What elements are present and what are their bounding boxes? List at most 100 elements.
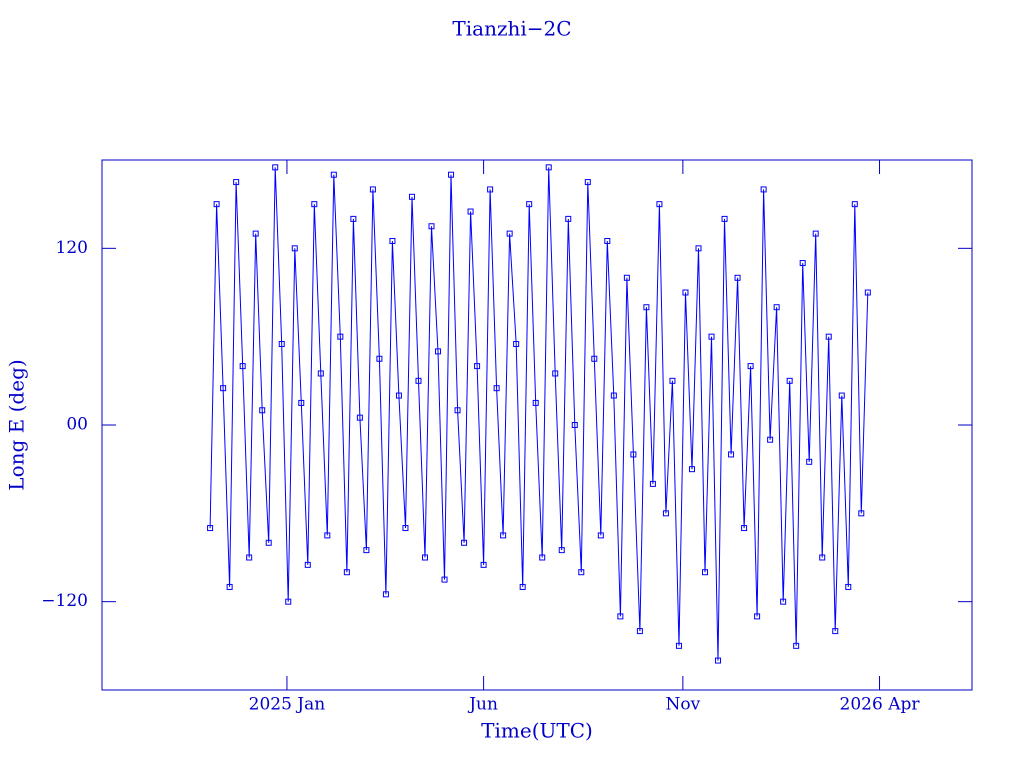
data-point — [233, 179, 240, 186]
data-point — [330, 171, 337, 178]
data-point — [565, 215, 572, 222]
data-point — [382, 591, 389, 598]
data-point — [760, 186, 767, 193]
data-point — [610, 392, 617, 399]
data-point — [493, 385, 500, 392]
y-tick-label: −120 — [41, 591, 88, 611]
data-point — [754, 613, 761, 620]
data-point — [832, 628, 839, 635]
data-point — [793, 642, 800, 649]
data-point — [291, 245, 298, 252]
data-point — [415, 377, 422, 384]
data-point — [695, 245, 702, 252]
data-point — [500, 532, 507, 539]
data-point — [265, 539, 272, 546]
data-point — [311, 201, 318, 208]
data-point — [558, 547, 565, 554]
data-point — [819, 554, 826, 561]
data-point — [591, 355, 598, 362]
x-tick-label: 2025 Jan — [249, 695, 326, 715]
data-point — [239, 363, 246, 370]
data-point — [389, 237, 396, 244]
data-point — [780, 598, 787, 605]
data-point — [649, 480, 656, 487]
data-point — [539, 554, 546, 561]
data-point — [395, 392, 402, 399]
data-point — [513, 341, 520, 348]
x-tick-label: 2026 Apr — [840, 695, 921, 715]
data-point — [662, 510, 669, 517]
data-point — [597, 532, 604, 539]
data-point — [702, 569, 709, 576]
data-point — [298, 399, 305, 406]
x-tick-label: Nov — [666, 695, 701, 715]
data-point — [545, 164, 552, 171]
data-point — [441, 576, 448, 583]
data-point — [461, 539, 468, 546]
data-point — [519, 583, 526, 590]
data-point — [786, 377, 793, 384]
data-point — [474, 363, 481, 370]
data-point — [207, 525, 214, 532]
plot-area — [207, 164, 871, 664]
data-point — [220, 385, 227, 392]
data-point — [480, 561, 487, 568]
data-point — [721, 215, 728, 222]
data-point — [304, 561, 311, 568]
data-point — [630, 451, 637, 458]
data-point — [428, 223, 435, 230]
data-point — [526, 201, 533, 208]
data-point — [532, 399, 539, 406]
data-point — [448, 171, 455, 178]
data-point — [806, 458, 813, 465]
chart-title: Tianzhi−2C — [452, 17, 571, 41]
data-point — [715, 657, 722, 664]
data-point — [337, 333, 344, 340]
data-point — [252, 230, 259, 237]
x-tick-label: Jun — [467, 695, 498, 715]
data-point — [747, 363, 754, 370]
data-point — [812, 230, 819, 237]
data-point — [799, 260, 806, 267]
data-point — [578, 569, 585, 576]
data-point — [708, 333, 715, 340]
data-point — [324, 532, 331, 539]
data-point — [636, 628, 643, 635]
data-point — [278, 341, 285, 348]
data-point — [421, 554, 428, 561]
data-point — [285, 598, 292, 605]
data-point — [435, 348, 442, 355]
data-point — [350, 215, 357, 222]
data-point — [741, 525, 748, 532]
y-tick-label: 00 — [66, 415, 88, 435]
data-point — [213, 201, 220, 208]
data-point — [864, 289, 871, 296]
y-tick-label: 120 — [56, 238, 88, 258]
data-point — [272, 164, 279, 171]
data-point — [552, 370, 559, 377]
data-point — [858, 510, 865, 517]
data-point — [734, 274, 741, 281]
data-point — [688, 466, 695, 473]
x-axis-label: Time(UTC) — [481, 719, 593, 743]
data-point — [851, 201, 858, 208]
data-point — [402, 525, 409, 532]
data-point — [728, 451, 735, 458]
data-point — [356, 414, 363, 421]
data-point — [838, 392, 845, 399]
data-point — [584, 179, 591, 186]
data-point — [408, 193, 415, 200]
data-point — [767, 436, 774, 443]
data-point — [623, 274, 630, 281]
data-point — [669, 377, 676, 384]
data-point — [487, 186, 494, 193]
data-point — [682, 289, 689, 296]
data-line — [209, 167, 869, 661]
data-point — [845, 583, 852, 590]
data-point — [376, 355, 383, 362]
data-point — [506, 230, 513, 237]
data-point — [246, 554, 253, 561]
data-point — [343, 569, 350, 576]
y-axis-label: Long E (deg) — [5, 359, 29, 490]
